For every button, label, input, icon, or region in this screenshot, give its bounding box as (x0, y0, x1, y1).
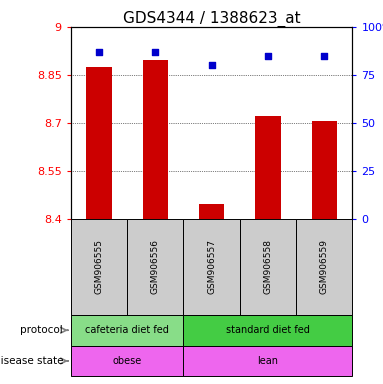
Text: GSM906559: GSM906559 (320, 239, 329, 295)
Text: cafeteria diet fed: cafeteria diet fed (85, 325, 169, 335)
Point (265, 53, 271, 59)
Point (321, 53, 327, 59)
Text: GSM906556: GSM906556 (151, 239, 160, 295)
Point (152, 49, 159, 55)
Text: protocol: protocol (20, 325, 63, 335)
Text: GSM906555: GSM906555 (95, 239, 103, 295)
Text: obese: obese (113, 356, 142, 366)
Text: GSM906557: GSM906557 (207, 239, 216, 295)
Bar (199, 204, 224, 219)
Bar (255, 116, 281, 219)
Text: GSM906558: GSM906558 (264, 239, 272, 295)
Title: GDS4344 / 1388623_at: GDS4344 / 1388623_at (123, 11, 300, 27)
Point (96, 49, 102, 55)
Bar (142, 61, 168, 219)
Bar (311, 121, 337, 219)
Point (209, 62, 215, 68)
Text: disease state: disease state (0, 356, 63, 366)
Text: lean: lean (257, 356, 278, 366)
Text: standard diet fed: standard diet fed (226, 325, 310, 335)
Bar (86, 67, 112, 219)
